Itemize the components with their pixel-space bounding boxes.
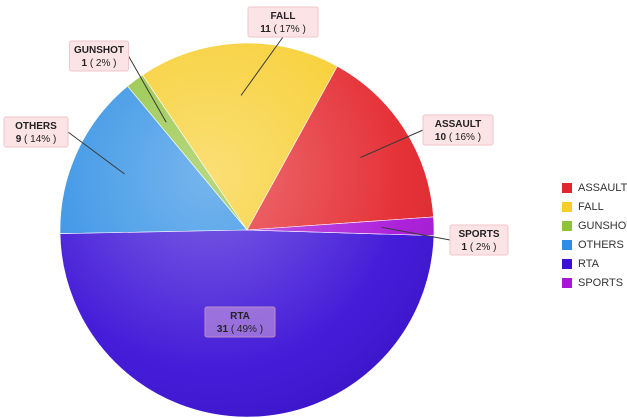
leader-line-others bbox=[67, 131, 125, 175]
data-label-value: 11 ( 17% ) bbox=[260, 24, 306, 35]
data-label-name: SPORTS bbox=[458, 229, 499, 240]
data-label-box bbox=[247, 6, 319, 38]
legend-label: ASSAULT bbox=[578, 181, 627, 194]
leader-line-fall bbox=[240, 36, 284, 96]
legend-item-gunshot[interactable]: GUNSHOT bbox=[562, 216, 627, 235]
data-label-rta: RTA 31 ( 49% ) bbox=[204, 306, 276, 338]
legend-swatch bbox=[562, 220, 572, 231]
legend-swatch bbox=[562, 277, 572, 288]
legend-item-sports[interactable]: SPORTS bbox=[562, 273, 627, 292]
chart-legend: ASSAULT FALL GUNSHOT OTHERS RTA SPORTS bbox=[562, 178, 627, 292]
data-label-sports: SPORTS 1 ( 2% ) bbox=[449, 224, 509, 256]
legend-swatch bbox=[562, 239, 572, 250]
data-label-fall: FALL 11 ( 17% ) bbox=[247, 6, 319, 38]
data-label-box bbox=[449, 224, 509, 256]
legend-item-others[interactable]: OTHERS bbox=[562, 235, 627, 254]
legend-item-fall[interactable]: FALL bbox=[562, 197, 627, 216]
data-label-name: OTHERS bbox=[15, 121, 57, 132]
data-label-value: 1 ( 2% ) bbox=[461, 242, 496, 253]
data-label-name: FALL bbox=[271, 11, 296, 22]
legend-swatch bbox=[562, 258, 572, 269]
legend-label: SPORTS bbox=[578, 276, 624, 289]
legend-label: OTHERS bbox=[578, 238, 624, 251]
legend-label: GUNSHOT bbox=[578, 219, 627, 232]
data-label-value: 10 ( 16% ) bbox=[435, 132, 481, 143]
data-label-value: 31 ( 49% ) bbox=[217, 324, 263, 335]
legend-item-assault[interactable]: ASSAULT bbox=[562, 178, 627, 197]
data-label-box bbox=[204, 306, 276, 338]
data-label-assault: ASSAULT 10 ( 16% ) bbox=[422, 114, 494, 146]
data-label-value: 1 ( 2% ) bbox=[81, 58, 116, 69]
data-label-name: GUNSHOT bbox=[74, 45, 124, 56]
legend-item-rta[interactable]: RTA bbox=[562, 254, 627, 273]
data-label-name: ASSAULT bbox=[435, 119, 481, 130]
legend-swatch bbox=[562, 182, 572, 193]
leader-line-sports bbox=[381, 226, 451, 241]
legend-label: RTA bbox=[578, 257, 599, 270]
data-label-box bbox=[422, 114, 494, 146]
leader-line-gunshot bbox=[128, 55, 167, 123]
data-label-box bbox=[69, 40, 129, 72]
data-label-others: OTHERS 9 ( 14% ) bbox=[3, 116, 69, 148]
legend-swatch bbox=[562, 201, 572, 212]
data-label-box bbox=[3, 116, 69, 148]
data-label-value: 9 ( 14% ) bbox=[16, 134, 57, 145]
legend-label: FALL bbox=[578, 200, 604, 213]
leader-line-assault bbox=[360, 129, 424, 158]
data-label-name: RTA bbox=[230, 311, 250, 322]
data-label-gunshot: GUNSHOT 1 ( 2% ) bbox=[69, 40, 129, 72]
